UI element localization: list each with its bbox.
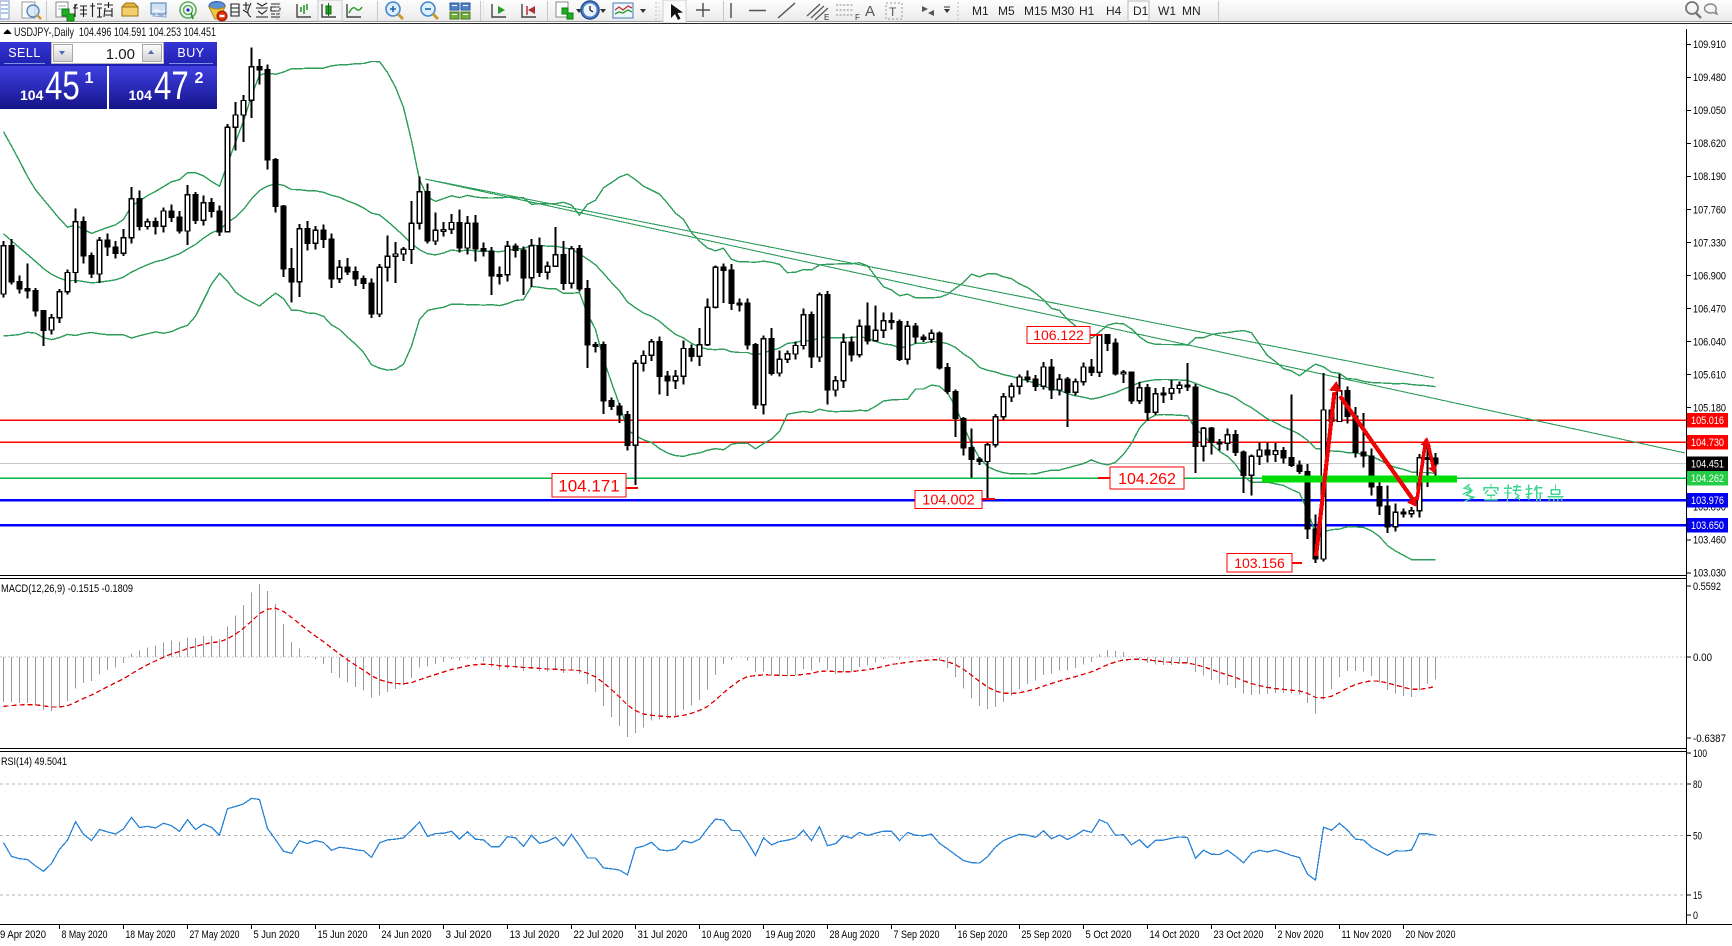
svg-text:M1: M1 — [972, 4, 989, 18]
svg-text:MACD(12,26,9) -0.1515 -0.1809: MACD(12,26,9) -0.1515 -0.1809 — [1, 583, 133, 595]
svg-text:RSI(14) 49.5041: RSI(14) 49.5041 — [1, 756, 67, 768]
svg-text:H4: H4 — [1106, 4, 1122, 18]
svg-text:108.620: 108.620 — [1693, 138, 1726, 150]
svg-text:18 May 2020: 18 May 2020 — [126, 929, 176, 941]
svg-text:14 Oct 2020: 14 Oct 2020 — [1150, 929, 1200, 941]
svg-text:109.910: 109.910 — [1693, 39, 1726, 51]
svg-text:19 Aug 2020: 19 Aug 2020 — [766, 929, 816, 941]
svg-text:5 Jun 2020: 5 Jun 2020 — [254, 929, 300, 941]
svg-text:11 Nov 2020: 11 Nov 2020 — [1342, 929, 1392, 941]
svg-text:5 Oct 2020: 5 Oct 2020 — [1086, 929, 1132, 941]
svg-text:7 Sep 2020: 7 Sep 2020 — [894, 929, 940, 941]
svg-text:F: F — [855, 13, 860, 22]
svg-text:107.760: 107.760 — [1693, 204, 1726, 216]
svg-text:20 Nov 2020: 20 Nov 2020 — [1406, 929, 1456, 941]
svg-text:D1: D1 — [1133, 4, 1149, 18]
svg-text:8 May 2020: 8 May 2020 — [62, 929, 108, 941]
svg-text:24 Jun 2020: 24 Jun 2020 — [382, 929, 432, 941]
svg-text:23 Oct 2020: 23 Oct 2020 — [1214, 929, 1264, 941]
svg-text:E: E — [824, 13, 829, 22]
svg-text:109.480: 109.480 — [1693, 72, 1726, 84]
svg-text:22 Jul 2020: 22 Jul 2020 — [574, 929, 624, 941]
svg-text:0.00: 0.00 — [1693, 652, 1712, 664]
svg-text:108.190: 108.190 — [1693, 171, 1726, 183]
svg-text:15 Jun 2020: 15 Jun 2020 — [318, 929, 368, 941]
svg-text:10 Aug 2020: 10 Aug 2020 — [702, 929, 752, 941]
svg-text:109.050: 109.050 — [1693, 105, 1726, 117]
svg-text:USDJPY-,Daily 104.496 104.591: USDJPY-,Daily 104.496 104.591 104.253 10… — [14, 25, 216, 39]
svg-text:27 May 2020: 27 May 2020 — [190, 929, 240, 941]
svg-text:0: 0 — [1693, 910, 1698, 922]
svg-text:103.650: 103.650 — [1691, 520, 1724, 532]
svg-text:103.030: 103.030 — [1693, 568, 1726, 580]
svg-text:A: A — [865, 3, 875, 20]
svg-text:28 Aug 2020: 28 Aug 2020 — [830, 929, 880, 941]
svg-text:T: T — [889, 5, 897, 19]
svg-text:100: 100 — [1693, 748, 1707, 760]
svg-text:50: 50 — [1693, 830, 1702, 842]
svg-text:106.040: 106.040 — [1693, 336, 1726, 348]
svg-text:105.180: 105.180 — [1693, 403, 1726, 415]
svg-text:103.460: 103.460 — [1693, 535, 1726, 547]
svg-text:105.610: 105.610 — [1693, 370, 1726, 382]
svg-text:M5: M5 — [998, 4, 1015, 18]
svg-text:H1: H1 — [1079, 4, 1095, 18]
svg-text:0.5592: 0.5592 — [1693, 581, 1721, 593]
svg-text:13 Jul 2020: 13 Jul 2020 — [510, 929, 560, 941]
svg-text:105.016: 105.016 — [1691, 415, 1724, 427]
svg-text:16 Sep 2020: 16 Sep 2020 — [958, 929, 1008, 941]
svg-text:103.890: 103.890 — [1693, 502, 1726, 514]
svg-text:MN: MN — [1182, 4, 1201, 18]
svg-text:103.976: 103.976 — [1691, 495, 1724, 507]
svg-text:15: 15 — [1693, 890, 1702, 902]
svg-text:104.262: 104.262 — [1691, 473, 1724, 485]
svg-text:106.470: 106.470 — [1693, 303, 1726, 315]
svg-text:-0.6387: -0.6387 — [1693, 733, 1726, 745]
svg-text:M30: M30 — [1051, 4, 1075, 18]
svg-text:2 Nov 2020: 2 Nov 2020 — [1278, 929, 1324, 941]
svg-text:104.171: 104.171 — [558, 476, 619, 495]
svg-text:104.730: 104.730 — [1691, 437, 1724, 449]
svg-text:103.156: 103.156 — [1234, 555, 1285, 571]
svg-text:80: 80 — [1693, 779, 1702, 791]
svg-text:104.262: 104.262 — [1118, 471, 1176, 488]
svg-text:104.451: 104.451 — [1691, 459, 1724, 471]
svg-text:W1: W1 — [1158, 4, 1176, 18]
svg-text:M15: M15 — [1024, 4, 1048, 18]
svg-text:106.900: 106.900 — [1693, 270, 1726, 282]
svg-text:25 Sep 2020: 25 Sep 2020 — [1022, 929, 1072, 941]
svg-text:3 Jul 2020: 3 Jul 2020 — [446, 929, 492, 941]
svg-text:31 Jul 2020: 31 Jul 2020 — [638, 929, 688, 941]
svg-text:106.122: 106.122 — [1033, 327, 1084, 343]
svg-text:107.330: 107.330 — [1693, 237, 1726, 249]
svg-text:104.002: 104.002 — [922, 493, 974, 509]
svg-text:9 Apr 2020: 9 Apr 2020 — [0, 929, 46, 941]
